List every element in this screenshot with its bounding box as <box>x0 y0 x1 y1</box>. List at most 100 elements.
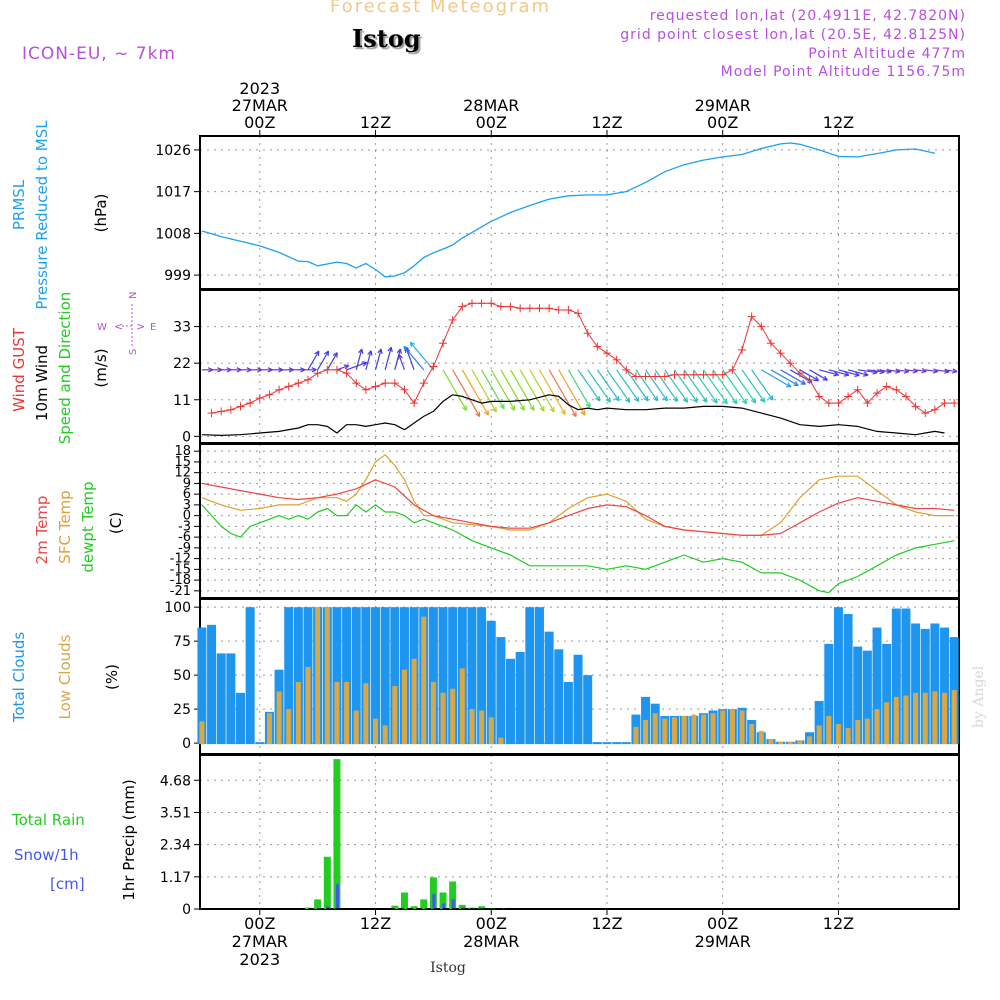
wind-arrow <box>394 348 401 370</box>
wind-ytick-label: 11 <box>173 393 191 409</box>
temp-ytick-label: 18 <box>174 444 191 459</box>
total-cloud-bar <box>380 607 390 745</box>
compass-arrow-icon: > <box>136 320 145 333</box>
temp-ytick-label: -15 <box>170 562 191 577</box>
low-cloud-bar <box>720 710 726 745</box>
clouds-ytick-label: 25 <box>173 702 191 718</box>
low-cloud-bar <box>903 695 909 745</box>
total-cloud-bar <box>284 607 294 745</box>
wind-arrow-head <box>912 370 918 374</box>
wind-arrow-head <box>549 408 555 413</box>
clouds-ytick-label: 75 <box>173 634 191 650</box>
total-cloud-bar <box>824 643 834 745</box>
wind-arrow <box>616 369 640 402</box>
wind-arrow <box>384 347 392 370</box>
wind-arrow-head <box>735 398 738 404</box>
footer-station: Istog <box>430 960 466 976</box>
rain-bar <box>410 906 418 909</box>
rain-bar <box>400 892 408 909</box>
wind-arrow <box>577 369 601 402</box>
wind-arrow-head <box>370 350 373 356</box>
low-cloud-bar <box>932 691 938 745</box>
pressure-ytick-label: 1017 <box>155 185 191 201</box>
wind-arrow-head <box>802 379 807 385</box>
pressure-ytick-label: 999 <box>164 268 191 284</box>
precip-ytick-label: 1.17 <box>160 870 191 886</box>
total-cloud-bar <box>515 652 525 745</box>
wind-arrow-head <box>682 399 688 403</box>
wind-arrow-head <box>609 397 612 403</box>
total-cloud-bar <box>342 607 352 745</box>
total-cloud-bar <box>872 627 882 745</box>
wind-arrow-head <box>499 405 505 410</box>
total-cloud-bar <box>332 607 342 745</box>
chart-title: Forecast Meteogram <box>330 0 552 17</box>
total-cloud-bar <box>882 643 892 745</box>
low-cloud-bar <box>488 717 494 745</box>
wind-arrow-head <box>760 399 766 403</box>
low-cloud-bar <box>864 718 870 745</box>
wind-arrow <box>693 369 718 404</box>
wind-arrow-head <box>715 397 718 404</box>
temp-label: SFC Temp <box>56 490 74 563</box>
clouds-ytick-label: 0 <box>182 736 191 752</box>
temp-ytick-label: -18 <box>170 573 191 588</box>
wind-arrow-head <box>745 398 748 404</box>
wind-arrow <box>635 369 659 402</box>
total-cloud-bar <box>216 653 226 745</box>
temp-unit: (C) <box>107 512 125 534</box>
temp-label: dewpt Temp <box>79 481 97 572</box>
time-label-bottom: 00Z <box>707 914 738 933</box>
wind-arrow-head <box>580 411 586 416</box>
model-label: ICON-EU, ~ 7km <box>22 44 176 64</box>
low-cloud-bar <box>758 730 764 745</box>
total-cloud-bar <box>371 607 381 745</box>
time-label-bottom: 00Z <box>476 914 507 933</box>
low-cloud-bar <box>691 714 697 745</box>
total-cloud-bar <box>814 700 824 745</box>
wind-arrow-head <box>398 354 403 359</box>
wind-arrow <box>819 369 839 376</box>
low-cloud-bar <box>286 709 292 745</box>
rain-bar <box>323 856 331 909</box>
wind-arrow <box>760 369 792 388</box>
low-cloud-bar <box>643 720 649 745</box>
wind-arrow-head <box>491 408 497 413</box>
low-cloud-bar <box>633 726 639 745</box>
wind-arrow-head <box>344 365 350 370</box>
low-cloud-bar <box>826 715 832 745</box>
wind-arrow-head <box>903 371 909 374</box>
wind-arrow-head <box>656 395 659 401</box>
rain-bar <box>420 899 428 909</box>
wind-arrow <box>905 369 918 373</box>
pressure-label: Pressure Reduced to MSL <box>33 120 51 310</box>
wind-arrow-head <box>634 398 640 403</box>
wind-arrow-head <box>628 397 631 403</box>
wind-unit: (m/s) <box>92 348 110 387</box>
low-cloud-bar <box>671 717 677 745</box>
low-cloud-bar <box>421 616 427 745</box>
wind-arrow-head <box>750 400 756 404</box>
low-cloud-bar <box>855 720 861 745</box>
wind-arrow <box>336 364 349 371</box>
wind-arrow-head <box>377 348 382 354</box>
wind-arrow <box>529 369 555 413</box>
time-label-bottom: 27MAR <box>232 932 288 951</box>
total-cloud-bar <box>438 607 448 745</box>
wind-arrow <box>548 369 577 417</box>
wind-arrow <box>664 369 689 403</box>
wind-arrow-head <box>396 348 401 354</box>
low-cloud-bar <box>729 709 735 745</box>
compass-north: N <box>128 292 139 299</box>
low-cloud-bar <box>469 709 475 745</box>
wind-arrow-head <box>863 371 869 376</box>
wind-arrow-head <box>886 371 892 374</box>
low-cloud-bar <box>749 724 755 745</box>
wind-arrow-head <box>560 410 566 415</box>
clouds-label: Total Clouds <box>10 632 28 724</box>
wind-arrow-head <box>944 371 950 374</box>
low-cloud-bar <box>440 692 446 745</box>
wind-arrow-head <box>771 395 774 401</box>
wind-arrow-head <box>662 397 668 402</box>
rain-bar <box>439 892 447 909</box>
